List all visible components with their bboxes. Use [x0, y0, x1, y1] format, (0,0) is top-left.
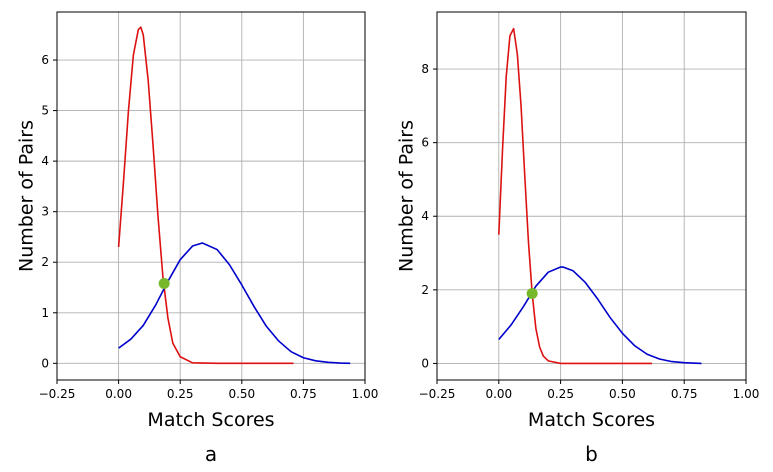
x-tick-label: 0.75 [671, 387, 698, 401]
y-tick-label: 4 [41, 154, 49, 168]
y-tick-label: 0 [41, 356, 49, 370]
axes: −0.25 0.00 0.25 0.50 0.75 1.00 0 2 4 6 8 [419, 11, 760, 401]
y-tick-label: 0 [421, 356, 429, 370]
y-axis-label: Number of Pairs [396, 120, 418, 272]
red-series-line [498, 27, 653, 365]
grid [436, 12, 747, 380]
x-tick-label: −0.25 [419, 387, 456, 401]
red-series-line [117, 26, 294, 365]
x-tick-label: 1.00 [352, 387, 379, 401]
y-tick-label: 6 [421, 136, 429, 150]
y-tick-label: 2 [41, 255, 49, 269]
chart-panel-a: −0.25 0.00 0.25 0.50 0.75 1.00 0 1 2 3 4 5 6 Match Sc… [16, 11, 379, 466]
x-tick-label: 0.25 [547, 387, 574, 401]
y-tick-label: 4 [421, 209, 429, 223]
series-group [498, 27, 702, 365]
y-tick-label: 5 [41, 104, 49, 118]
x-axis-label: Match Scores [147, 409, 274, 431]
blue-series-line [118, 242, 351, 365]
x-tick-label: 0.50 [228, 387, 255, 401]
series-group [117, 26, 351, 365]
chart-panel-b: −0.25 0.00 0.25 0.50 0.75 1.00 0 2 4 6 8 Match Scor… [396, 11, 760, 466]
x-tick-label: 1.00 [733, 387, 760, 401]
panel-label: a [205, 442, 217, 466]
y-tick-label: 2 [421, 283, 429, 297]
x-tick-label: 0.00 [105, 387, 132, 401]
x-tick-label: 0.50 [609, 387, 636, 401]
intersection-marker [158, 277, 170, 289]
y-tick-label: 8 [421, 62, 429, 76]
x-tick-label: 0.00 [485, 387, 512, 401]
plot-frame [56, 11, 366, 381]
y-tick-label: 1 [41, 306, 49, 320]
blue-series-line [498, 266, 702, 365]
intersection-marker [526, 288, 538, 300]
grid [56, 12, 366, 380]
plot-frame [436, 11, 747, 381]
y-tick-label: 6 [41, 53, 49, 67]
x-tick-label: −0.25 [39, 387, 76, 401]
x-tick-label: 0.75 [290, 387, 317, 401]
x-axis-label: Match Scores [528, 409, 655, 431]
axes: −0.25 0.00 0.25 0.50 0.75 1.00 0 1 2 3 4 5 6 [39, 11, 379, 401]
y-axis-label: Number of Pairs [16, 120, 38, 272]
y-tick-label: 3 [41, 205, 49, 219]
panel-label: b [585, 442, 598, 466]
x-tick-label: 0.25 [167, 387, 194, 401]
